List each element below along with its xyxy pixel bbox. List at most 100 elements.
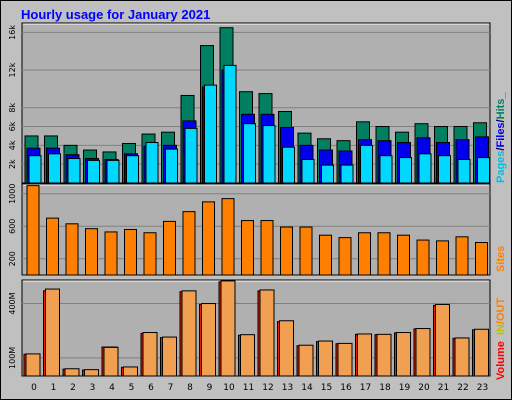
volume-out-bar [25, 353, 41, 377]
sites-panel-ytick-label: 200 [8, 251, 17, 266]
pages-bar [340, 164, 354, 184]
volume-out-bar [162, 336, 177, 377]
volume-out-bar [435, 303, 450, 377]
sites-bar [182, 211, 196, 276]
pages-bar [262, 125, 276, 184]
sites-bar [455, 236, 469, 276]
legend-pages: Pages [495, 151, 507, 183]
hits-panel-ytick-label: 8k [8, 102, 17, 112]
sites-panel-ytick-label: 1000 [8, 184, 17, 204]
hits-panel-ytick-label: 16k [8, 25, 17, 40]
volume-panel: 100M 400M [8, 279, 491, 377]
chart-title: Hourly usage for January 2021 [21, 7, 210, 22]
pages-bar [223, 64, 237, 184]
hour-axis: 0 1 2 3 4 5 6 7 8 9 10 11 12 13 14 15 16 17 18 19 20 21 22 23 [31, 383, 488, 393]
hour-tick-label: 7 [168, 383, 174, 393]
volume-out-bar [415, 328, 431, 377]
legend-hits: Hits_ [495, 92, 507, 120]
legend-volume-label: Volume [495, 341, 507, 380]
volume-out-bar [337, 342, 353, 377]
volume-panel-ytick-label: 400M [8, 292, 17, 314]
hits-panel-ytick-label: 4k [8, 140, 17, 150]
sites-bar [202, 201, 215, 276]
legend-sites: Sites [495, 246, 507, 272]
hour-tick-label: 12 [262, 383, 273, 393]
volume-out-bar [103, 346, 119, 377]
legend-sep: / [495, 148, 507, 151]
pages-bar [399, 157, 412, 184]
sites-panel-plot-area [21, 183, 491, 276]
sites-bar [436, 240, 449, 276]
pages-bar [418, 153, 432, 184]
volume-panel-ytick-label: 100M [8, 347, 17, 369]
sites-bar [260, 220, 274, 276]
hour-tick-label: 18 [379, 383, 391, 393]
sites-bar [26, 185, 40, 276]
sites-bar [338, 237, 352, 276]
volume-out-bar [84, 369, 99, 377]
hour-tick-label: 9 [207, 383, 213, 393]
hour-tick-label: 21 [438, 383, 449, 393]
pages-bar [457, 158, 471, 184]
volume-out-bar [298, 344, 314, 377]
sites-bar [358, 232, 371, 276]
sites-panel-ytick-label: 600 [8, 219, 17, 234]
volume-out-bar [454, 337, 470, 377]
sites-bar [143, 232, 157, 276]
sites-bar [475, 242, 488, 276]
volume-out-bar [396, 332, 411, 377]
sites-bar [65, 223, 79, 276]
pages-bar [477, 157, 490, 184]
pages-bar [301, 158, 315, 184]
pages-bar [67, 158, 81, 184]
sites-bar [397, 234, 410, 276]
hits-files-pages-panel: 2k 4k 6k 8k 12k 16k [8, 22, 491, 184]
volume-panel-plot-area [21, 279, 491, 377]
hour-tick-label: 4 [109, 383, 115, 393]
hour-tick-label: 2 [70, 383, 76, 393]
hour-tick-label: 3 [90, 383, 96, 393]
volume-out-bar [259, 289, 275, 377]
hits-panel-ytick-label: 12k [8, 62, 17, 77]
sites-bar [299, 226, 313, 276]
legend-files: Files [495, 122, 507, 147]
sites-panel: 200 600 1000 [8, 183, 491, 276]
hour-tick-label: 23 [477, 383, 488, 393]
legend-out: OUT [495, 298, 507, 322]
volume-out-bar [142, 332, 158, 377]
legend-hits-files-pages: Pages/Files/Hits_ [495, 92, 507, 183]
sites-bar [221, 198, 235, 276]
pages-bar [184, 127, 198, 184]
sites-bar [46, 217, 59, 276]
volume-out-bar [240, 334, 255, 377]
volume-out-bar [201, 303, 216, 377]
hour-tick-label: 8 [187, 383, 193, 393]
pages-bar [438, 155, 451, 184]
volume-out-bar [123, 366, 138, 377]
volume-out-bar [279, 320, 294, 377]
pages-bar [379, 155, 393, 184]
legend-volume: Volume IN/OUT [495, 298, 507, 380]
pages-bar [204, 84, 217, 184]
hour-tick-label: 15 [321, 383, 332, 393]
volume-out-bar [357, 333, 372, 377]
pages-bar [106, 159, 120, 184]
pages-bar [145, 142, 159, 184]
volume-out-bar [181, 290, 197, 377]
hour-tick-label: 16 [340, 383, 352, 393]
pages-bar [282, 146, 295, 184]
pages-bar [126, 155, 139, 184]
hour-tick-label: 11 [243, 383, 254, 393]
hits-panel-ytick-label: 6k [8, 121, 17, 131]
hour-tick-label: 14 [301, 383, 313, 393]
sites-bar [85, 228, 98, 276]
hour-tick-label: 1 [51, 383, 57, 393]
pages-bar [165, 148, 178, 184]
volume-out-bar [318, 340, 333, 377]
hour-tick-label: 0 [31, 383, 37, 393]
pages-bar [321, 164, 334, 184]
hour-tick-label: 13 [282, 383, 293, 393]
hits-panel-ytick-label: 2k [8, 159, 17, 169]
hour-tick-label: 22 [457, 383, 468, 393]
